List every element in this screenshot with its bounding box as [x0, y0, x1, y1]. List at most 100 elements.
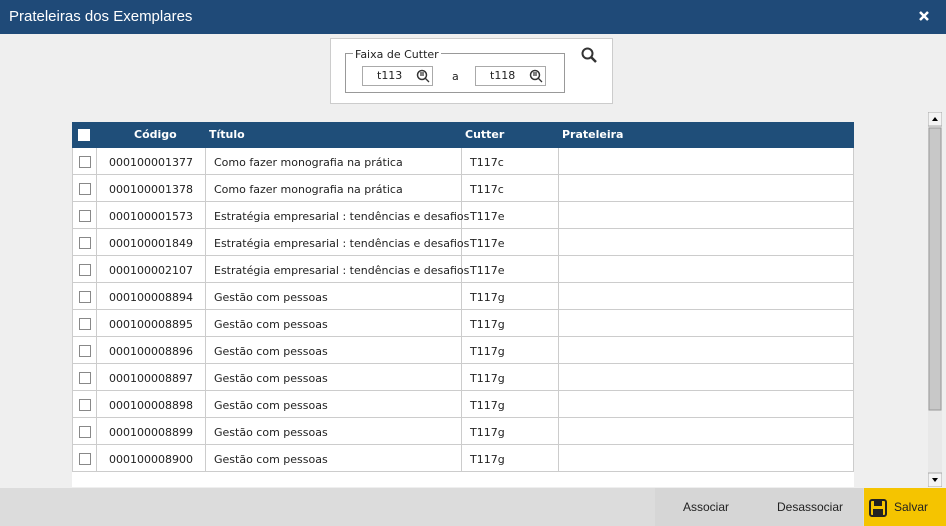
table-row: 000100008899 Gestão com pessoas T117g: [72, 418, 854, 445]
row-checkbox[interactable]: [79, 399, 91, 411]
lookup-icon[interactable]: [529, 69, 543, 83]
title-cell: Estratégia empresarial : tendências e de…: [206, 256, 469, 282]
title-cell: Como fazer monografia na prática: [206, 148, 462, 174]
checkbox-cell: [73, 175, 97, 201]
cutter-cell: T117e: [462, 202, 559, 228]
table-row: 000100008895 Gestão com pessoas T117g: [72, 310, 854, 337]
cutter-cell: T117g: [462, 445, 559, 471]
row-checkbox[interactable]: [79, 426, 91, 438]
shelf-cell: [559, 175, 854, 201]
save-label: Salvar: [894, 500, 929, 514]
checkbox-cell: [73, 256, 97, 282]
code-cell: 000100008899: [97, 418, 206, 444]
code-cell: 000100008895: [97, 310, 206, 336]
title-cell: Estratégia empresarial : tendências e de…: [206, 202, 469, 228]
column-header: Código: [134, 128, 177, 141]
title-cell: Estratégia empresarial : tendências e de…: [206, 229, 469, 255]
shelf-cell: [559, 445, 854, 471]
row-checkbox[interactable]: [79, 318, 91, 330]
cutter-cell: T117c: [462, 175, 559, 201]
shelf-cell: [559, 148, 854, 174]
cutter-cell: T117g: [462, 283, 559, 309]
code-cell: 000100001377: [97, 148, 206, 174]
title-cell: Gestão com pessoas: [206, 310, 462, 336]
shelf-cell: [559, 337, 854, 363]
title-cell: Como fazer monografia na prática: [206, 175, 462, 201]
table-row: 000100001849 Estratégia empresarial : ten…: [72, 229, 854, 256]
code-cell: 000100001378: [97, 175, 206, 201]
table-row: 000100008897 Gestão com pessoas T117g: [72, 364, 854, 391]
row-checkbox[interactable]: [79, 183, 91, 195]
cutter-cell: T117g: [462, 310, 559, 336]
associate-button[interactable]: Associar: [655, 488, 757, 526]
to-value: t118: [490, 69, 516, 82]
code-cell: 000100002107: [97, 256, 206, 282]
row-checkbox[interactable]: [79, 291, 91, 303]
search-button[interactable]: [581, 47, 597, 63]
table: Código Título Cutter Prateleira 00010000137…: [72, 122, 854, 487]
save-button[interactable]: Salvar: [864, 488, 946, 526]
table-row: 000100008898 Gestão com pessoas T117g: [72, 391, 854, 418]
cutter-cell: T117e: [462, 229, 559, 255]
row-checkbox[interactable]: [79, 210, 91, 222]
checkbox-cell: [73, 283, 97, 309]
shelf-cell: [559, 283, 854, 309]
legend: Faixa de Cutter: [353, 48, 441, 61]
checkbox-cell: [73, 364, 97, 390]
row-checkbox[interactable]: [79, 345, 91, 357]
close-button[interactable]: [918, 10, 930, 22]
select-all-checkbox[interactable]: [78, 129, 90, 141]
column-header: Cutter: [465, 128, 505, 141]
checkbox-cell: [73, 310, 97, 336]
title-cell: Gestão com pessoas: [206, 391, 462, 417]
row-checkbox[interactable]: [79, 156, 91, 168]
code-cell: 000100001573: [97, 202, 206, 228]
fieldset: Faixa de Cutter t113 a t118: [345, 48, 565, 93]
row-checkbox[interactable]: [79, 264, 91, 276]
from-value: t113: [377, 69, 403, 82]
shelf-cell: [559, 391, 854, 417]
separator: a: [452, 70, 459, 83]
row-checkbox[interactable]: [79, 453, 91, 465]
code-cell: 000100008900: [97, 445, 206, 471]
code-cell: 000100008897: [97, 364, 206, 390]
title-cell: Gestão com pessoas: [206, 445, 462, 471]
table-row: 000100001377 Como fazer monografia na prá…: [72, 148, 854, 175]
lookup-icon[interactable]: [416, 69, 430, 83]
table-row: 000100008896 Gestão com pessoas T117g: [72, 337, 854, 364]
title-cell: Gestão com pessoas: [206, 418, 462, 444]
checkbox-cell: [73, 337, 97, 363]
title-cell: Gestão com pessoas: [206, 364, 462, 390]
filter-panel: Faixa de Cutter t113 a t118: [330, 38, 613, 104]
save-icon: [869, 499, 887, 517]
cutter-cell: T117g: [462, 418, 559, 444]
title-cell: Gestão com pessoas: [206, 283, 462, 309]
checkbox-cell: [73, 418, 97, 444]
checkbox-cell: [73, 445, 97, 471]
table-row: 000100001573 Estratégia empresarial : ten…: [72, 202, 854, 229]
table-row: 000100001378 Como fazer monografia na prá…: [72, 175, 854, 202]
row-checkbox[interactable]: [79, 237, 91, 249]
shelf-cell: [559, 256, 854, 282]
table-row: 000100002107 Estratégia empresarial : ten…: [72, 256, 854, 283]
table-row: 000100008894 Gestão com pessoas T117g: [72, 283, 854, 310]
title-cell: Gestão com pessoas: [206, 337, 462, 363]
column-header: Título: [209, 128, 245, 141]
table-header: Código Título Cutter Prateleira: [72, 122, 854, 148]
cutter-cell: T117c: [462, 148, 559, 174]
shelf-cell: [559, 229, 854, 255]
disassociate-button[interactable]: Desassociar: [757, 488, 863, 526]
code-cell: 000100001849: [97, 229, 206, 255]
code-cell: 000100008894: [97, 283, 206, 309]
shelf-cell: [559, 418, 854, 444]
row-checkbox[interactable]: [79, 372, 91, 384]
checkbox-cell: [73, 202, 97, 228]
scrollbar[interactable]: [928, 112, 942, 487]
column-header: Prateleira: [562, 128, 624, 141]
checkbox-cell: [73, 229, 97, 255]
cutter-cell: T117g: [462, 364, 559, 390]
title-bar: Prateleiras dos Exemplares: [0, 0, 946, 34]
to-input[interactable]: t118: [475, 66, 546, 86]
from-input[interactable]: t113: [362, 66, 433, 86]
